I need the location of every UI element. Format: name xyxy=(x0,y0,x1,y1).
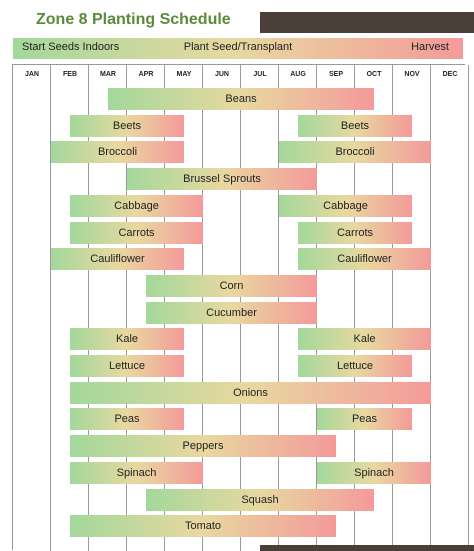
schedule-bar-cauliflower-2: Cauliflower xyxy=(298,248,431,271)
schedule-bar-cauliflower-1: Cauliflower xyxy=(51,248,184,271)
month-label-aug: AUG xyxy=(290,71,306,78)
schedule-bar-spinach-2: Spinach xyxy=(317,461,431,484)
crop-label: Beets xyxy=(340,119,370,132)
crop-label: Tomato xyxy=(184,520,222,533)
crop-label: Cauliflower xyxy=(90,253,145,266)
month-gridline xyxy=(430,65,431,551)
schedule-bar-tomato-1: Tomato xyxy=(70,515,336,538)
schedule-bar-corn-1: Corn xyxy=(146,274,317,297)
legend-middle-label: Plant Seed/Transplant xyxy=(183,41,293,53)
schedule-bar-beets-1: Beets xyxy=(70,114,184,137)
crop-label: Spinach xyxy=(354,466,394,479)
month-label-oct: OCT xyxy=(366,71,382,78)
legend-bar: Start Seeds Indoors Plant Seed/Transplan… xyxy=(13,38,463,59)
month-gridline xyxy=(126,65,127,551)
schedule-bar-kale-1: Kale xyxy=(70,328,184,351)
schedule-bar-lettuce-2: Lettuce xyxy=(298,355,412,377)
month-gridline xyxy=(392,65,393,551)
schedule-bar-beets-2: Beets xyxy=(298,114,412,137)
crop-label: Spinach xyxy=(116,466,157,479)
month-gridline xyxy=(50,65,51,551)
month-label-feb: FEB xyxy=(63,71,77,78)
schedule-bar-beans-1: Beans xyxy=(108,88,374,110)
schedule-bar-peas-2: Peas xyxy=(317,408,412,431)
crop-label: Onions xyxy=(233,386,268,399)
month-label-apr: APR xyxy=(138,71,154,78)
schedule-bar-cabbage-2: Cabbage xyxy=(279,194,412,217)
crop-label: Squash xyxy=(241,493,279,506)
month-label-jul: JUL xyxy=(253,71,267,78)
schedule-bar-broccoli-2: Broccoli xyxy=(279,141,431,164)
schedule-bar-kale-2: Kale xyxy=(298,328,431,351)
month-gridline xyxy=(354,65,355,551)
schedule-bar-lettuce-1: Lettuce xyxy=(70,355,184,377)
crop-label: Broccoli xyxy=(97,146,138,159)
crop-label: Lettuce xyxy=(108,360,146,372)
crop-label: Carrots xyxy=(118,226,155,239)
crop-label: Cabbage xyxy=(323,199,368,212)
month-gridline xyxy=(88,65,89,551)
month-label-may: MAY xyxy=(176,71,192,78)
crop-label: Peas xyxy=(351,413,378,426)
schedule-bar-peas-1: Peas xyxy=(70,408,184,431)
schedule-bar-squash-1: Squash xyxy=(146,488,374,511)
crop-label: Cabbage xyxy=(114,199,159,212)
schedule-bar-broccoli-1: Broccoli xyxy=(51,141,184,164)
month-label-jan: JAN xyxy=(24,71,39,78)
crop-label: Beets xyxy=(112,119,142,132)
crop-label: Cucumber xyxy=(206,306,257,319)
crop-label: Corn xyxy=(219,279,244,292)
crop-label: Lettuce xyxy=(336,360,374,372)
schedule-bar-onions-1: Onions xyxy=(70,381,431,404)
month-label-dec: DEC xyxy=(442,71,458,78)
crop-label: Cauliflower xyxy=(337,253,392,266)
header-band xyxy=(260,12,474,33)
crop-label: Broccoli xyxy=(335,146,375,159)
crop-label: Carrots xyxy=(336,226,374,239)
schedule-bar-peppers-1: Peppers xyxy=(70,435,336,458)
month-label-nov: NOV xyxy=(404,71,420,78)
crop-label: Peppers xyxy=(182,440,224,453)
chart-title: Zone 8 Planting Schedule xyxy=(36,11,231,28)
crop-label: Kale xyxy=(353,333,376,346)
legend-start-label: Start Seeds Indoors xyxy=(22,41,120,53)
crop-label: Kale xyxy=(115,333,139,346)
crop-label: Brussel Sprouts xyxy=(183,173,261,186)
schedule-bar-spinach-1: Spinach xyxy=(70,461,203,484)
legend-harvest-label: Harvest xyxy=(411,41,449,53)
schedule-bar-cucumber-1: Cucumber xyxy=(146,301,317,324)
schedule-chart: JAN FEB MAR APR MAY JUN JUL AUG SEP OCT NOV DEC Bean… xyxy=(12,64,469,551)
schedule-bar-carrots-1: Carrots xyxy=(70,221,203,244)
crop-label: Peas xyxy=(114,413,140,426)
month-label-mar: MAR xyxy=(100,71,116,78)
month-label-jun: JUN xyxy=(214,71,229,78)
crop-label: Beans xyxy=(225,93,257,105)
month-gridline xyxy=(468,65,469,551)
schedule-bar-carrots-2: Carrots xyxy=(298,221,412,244)
schedule-bar-brussel-sprouts-1: Brussel Sprouts xyxy=(127,168,317,191)
month-label-sep: SEP xyxy=(328,71,343,78)
footer-band xyxy=(260,545,474,551)
schedule-bar-cabbage-1: Cabbage xyxy=(70,194,203,217)
